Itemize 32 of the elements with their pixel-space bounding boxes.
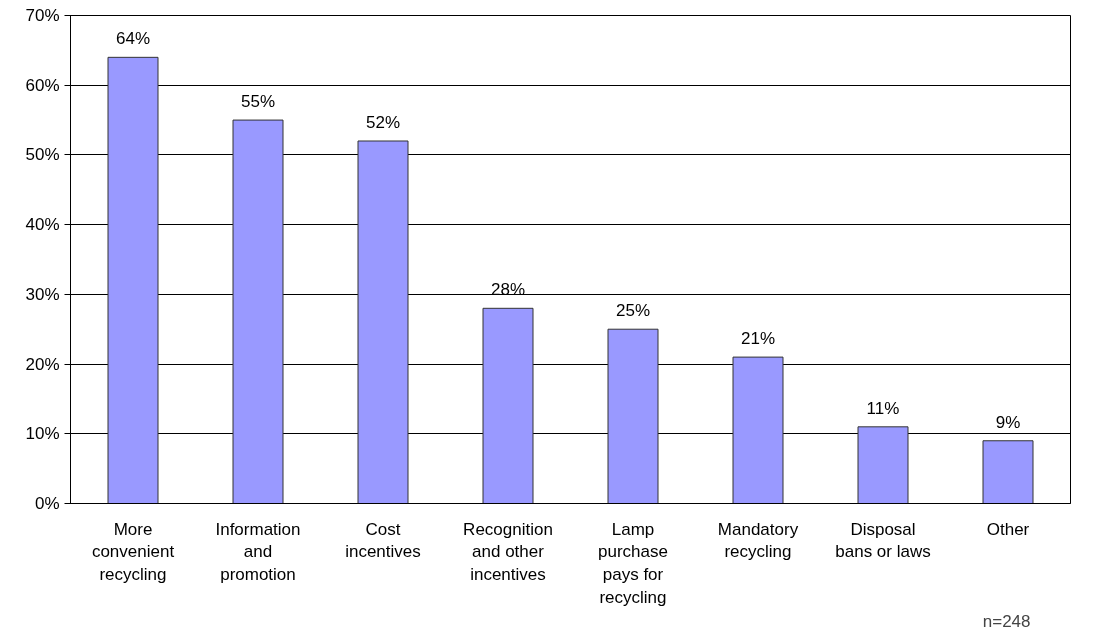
data-label: 55% — [240, 92, 276, 112]
data-label: 11% — [866, 398, 900, 418]
y-tick-label: 60% — [25, 75, 60, 95]
x-tick-label: More convenient recycling — [91, 519, 175, 585]
data-label: 9% — [995, 412, 1021, 432]
bar — [607, 328, 659, 504]
y-tick-label: 20% — [25, 354, 60, 374]
y-tick-label: 40% — [25, 215, 60, 235]
y-tick-label: 0% — [34, 494, 60, 513]
bar — [357, 140, 409, 504]
x-tick-label: Recognition and other incentives — [463, 519, 553, 585]
x-tick-label: Disposal bans or laws — [835, 519, 931, 562]
bar — [857, 426, 909, 504]
x-tick-label: Other — [986, 519, 1030, 539]
data-label: 25% — [615, 301, 651, 321]
bar — [482, 307, 534, 504]
y-tick-label: 50% — [25, 145, 60, 165]
bar — [982, 440, 1034, 504]
bar — [107, 56, 159, 504]
x-tick-label: Lamp purchase pays for recycling — [598, 519, 668, 607]
y-tick-label: 70% — [25, 6, 60, 25]
data-label: 52% — [365, 112, 401, 132]
x-tick-label: Mandatory recycling — [717, 519, 799, 562]
data-label: 64% — [115, 29, 151, 49]
x-tick-label: Cost incentives — [345, 519, 421, 562]
x-tick-label: Information and promotion — [215, 519, 301, 585]
y-tick-label: 10% — [25, 424, 60, 444]
y-tick-label: 30% — [25, 284, 60, 304]
data-label: 21% — [740, 329, 776, 349]
bar — [732, 356, 784, 504]
text: n=248 — [982, 611, 1031, 631]
bar — [232, 119, 284, 504]
